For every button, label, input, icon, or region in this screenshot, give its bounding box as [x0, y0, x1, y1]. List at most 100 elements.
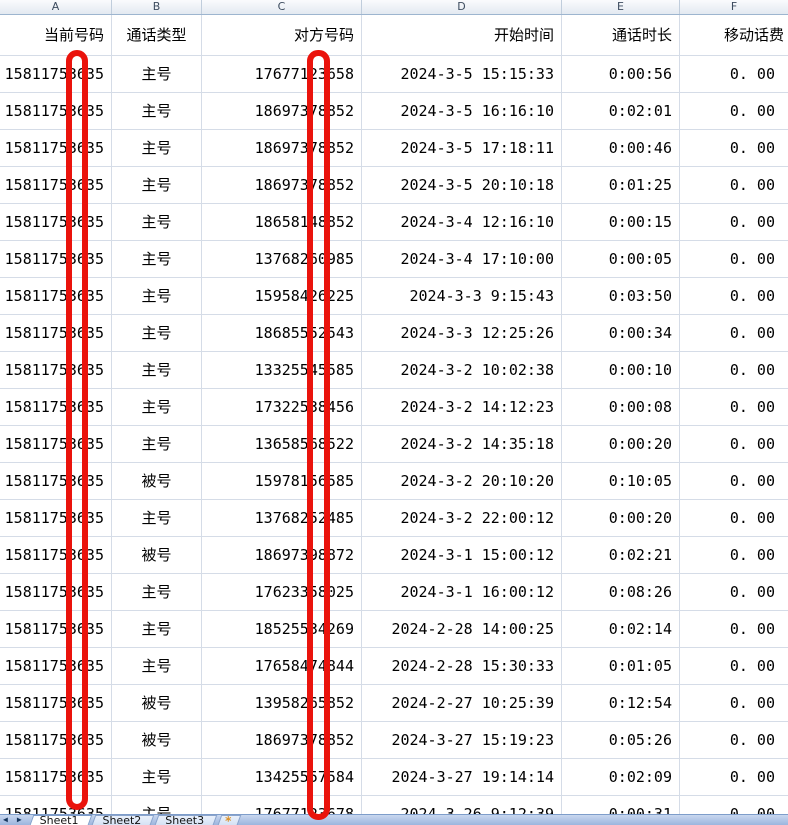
cell[interactable]: 18658148852: [202, 204, 362, 241]
cell[interactable]: 2024-2-28 14:00:25: [362, 611, 562, 648]
cell[interactable]: 0:03:50: [562, 278, 680, 315]
cell[interactable]: 主号: [112, 130, 202, 167]
cell[interactable]: 17623358025: [202, 574, 362, 611]
cell[interactable]: 2024-3-27 19:14:14: [362, 759, 562, 796]
cell[interactable]: 13658568522: [202, 426, 362, 463]
header-cell[interactable]: 移动话费: [680, 15, 788, 56]
cell[interactable]: 0. 00: [680, 315, 788, 352]
sheet-nav-prev-icon[interactable]: ◀: [3, 815, 8, 824]
cell[interactable]: 15811753635: [0, 722, 112, 759]
cell[interactable]: 0. 00: [680, 759, 788, 796]
insert-sheet-tab[interactable]: *: [218, 815, 238, 825]
cell[interactable]: 0:00:08: [562, 389, 680, 426]
header-cell[interactable]: 通话时长: [562, 15, 680, 56]
cell[interactable]: 0:00:56: [562, 56, 680, 93]
cell[interactable]: 15811753635: [0, 500, 112, 537]
cell[interactable]: 主号: [112, 315, 202, 352]
cell[interactable]: 2024-3-5 16:16:10: [362, 93, 562, 130]
cell[interactable]: 15811753635: [0, 426, 112, 463]
cell[interactable]: 0:00:10: [562, 352, 680, 389]
cell[interactable]: 2024-3-1 16:00:12: [362, 574, 562, 611]
cell[interactable]: 0:08:26: [562, 574, 680, 611]
cell[interactable]: 2024-3-5 20:10:18: [362, 167, 562, 204]
cell[interactable]: 2024-3-4 12:16:10: [362, 204, 562, 241]
cell[interactable]: 0. 00: [680, 574, 788, 611]
cell[interactable]: 0. 00: [680, 537, 788, 574]
cell[interactable]: 0:02:01: [562, 93, 680, 130]
cell[interactable]: 15811753635: [0, 611, 112, 648]
cell[interactable]: 主号: [112, 389, 202, 426]
column-letter[interactable]: D: [362, 0, 562, 14]
cell[interactable]: 13425557584: [202, 759, 362, 796]
cell[interactable]: 2024-3-2 10:02:38: [362, 352, 562, 389]
cell[interactable]: 2024-3-5 17:18:11: [362, 130, 562, 167]
cell[interactable]: 0:02:14: [562, 611, 680, 648]
cell[interactable]: 0:00:34: [562, 315, 680, 352]
cell[interactable]: 被号: [112, 537, 202, 574]
cell[interactable]: 2024-3-3 9:15:43: [362, 278, 562, 315]
cell[interactable]: 主号: [112, 352, 202, 389]
cell[interactable]: 15811753635: [0, 167, 112, 204]
cell[interactable]: 0. 00: [680, 611, 788, 648]
cell[interactable]: 17658474844: [202, 648, 362, 685]
cell[interactable]: 18697378852: [202, 130, 362, 167]
cell[interactable]: 15958426225: [202, 278, 362, 315]
column-letter[interactable]: F: [730, 0, 738, 13]
cell[interactable]: 主号: [112, 241, 202, 278]
tab-sheet1[interactable]: Sheet1: [30, 815, 89, 825]
cell[interactable]: 17677123658: [202, 56, 362, 93]
cell[interactable]: 主号: [112, 56, 202, 93]
header-cell[interactable]: 通话类型: [112, 15, 202, 56]
column-letter[interactable]: A: [0, 0, 112, 14]
cell[interactable]: 0. 00: [680, 130, 788, 167]
cell[interactable]: 0:05:26: [562, 722, 680, 759]
cell[interactable]: 15811753635: [0, 241, 112, 278]
cell[interactable]: 2024-3-27 15:19:23: [362, 722, 562, 759]
cell[interactable]: 0:00:20: [562, 426, 680, 463]
cell[interactable]: 主号: [112, 426, 202, 463]
cell[interactable]: 2024-3-2 20:10:20: [362, 463, 562, 500]
cell[interactable]: 15811753635: [0, 315, 112, 352]
cell[interactable]: 15978156585: [202, 463, 362, 500]
cell[interactable]: 0:01:05: [562, 648, 680, 685]
cell[interactable]: 15811753635: [0, 685, 112, 722]
cell[interactable]: 18697378852: [202, 93, 362, 130]
cell[interactable]: 15811753635: [0, 574, 112, 611]
cell[interactable]: 2024-3-1 15:00:12: [362, 537, 562, 574]
cell[interactable]: 2024-3-3 12:25:26: [362, 315, 562, 352]
cell[interactable]: 主号: [112, 648, 202, 685]
cell[interactable]: 0. 00: [680, 500, 788, 537]
cell[interactable]: 18697378852: [202, 167, 362, 204]
cell[interactable]: 0:02:21: [562, 537, 680, 574]
cell[interactable]: 15811753635: [0, 463, 112, 500]
tab-sheet2[interactable]: Sheet2: [92, 815, 151, 825]
cell[interactable]: 被号: [112, 463, 202, 500]
cell[interactable]: 18685552543: [202, 315, 362, 352]
cell[interactable]: 13325545585: [202, 352, 362, 389]
cell[interactable]: 0. 00: [680, 241, 788, 278]
header-cell[interactable]: 对方号码: [202, 15, 362, 56]
cell[interactable]: 2024-2-27 10:25:39: [362, 685, 562, 722]
column-letter[interactable]: E: [562, 0, 680, 14]
cell[interactable]: 主号: [112, 204, 202, 241]
cell[interactable]: 15811753635: [0, 352, 112, 389]
cell[interactable]: 0. 00: [680, 722, 788, 759]
cell[interactable]: 18697378852: [202, 722, 362, 759]
cell[interactable]: 15811753635: [0, 130, 112, 167]
cell[interactable]: 主号: [112, 93, 202, 130]
header-cell[interactable]: 开始时间: [362, 15, 562, 56]
cell[interactable]: 0. 00: [680, 204, 788, 241]
cell[interactable]: 0:01:25: [562, 167, 680, 204]
cell[interactable]: 0. 00: [680, 648, 788, 685]
cell[interactable]: 0. 00: [680, 352, 788, 389]
cell[interactable]: 2024-3-2 22:00:12: [362, 500, 562, 537]
cell[interactable]: 15811753635: [0, 278, 112, 315]
cell[interactable]: 15811753635: [0, 389, 112, 426]
cell[interactable]: 0. 00: [680, 463, 788, 500]
cell[interactable]: 13768260985: [202, 241, 362, 278]
cell[interactable]: 主号: [112, 278, 202, 315]
cell[interactable]: 0. 00: [680, 685, 788, 722]
cell[interactable]: 13958265852: [202, 685, 362, 722]
cell[interactable]: 17322538456: [202, 389, 362, 426]
cell[interactable]: 主号: [112, 611, 202, 648]
